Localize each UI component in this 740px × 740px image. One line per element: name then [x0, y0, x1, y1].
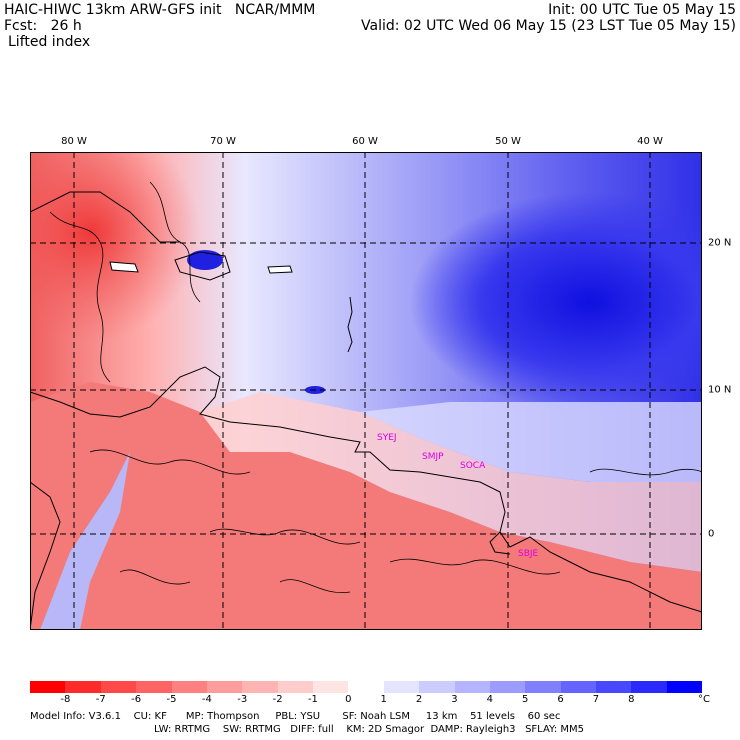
colorbar-swatch — [30, 681, 66, 693]
pacific-stable-strip — [40, 452, 130, 630]
colorbar-tick-label: 3 — [451, 694, 458, 705]
negative-region-south — [30, 382, 702, 630]
colorbar-tick-label: 7 — [592, 694, 600, 705]
forecast-hour: Fcst: 26 h — [4, 18, 82, 34]
map-border — [30, 152, 702, 630]
lon-label-50w: 50 W — [495, 136, 521, 147]
positive-core — [410, 192, 702, 412]
colorbar-swatch — [596, 681, 632, 693]
colorbar-tick-label: -6 — [131, 694, 142, 705]
colorbar-swatch — [666, 681, 703, 693]
colorbar-tick-label: -7 — [95, 694, 106, 705]
init-time: Init: 00 UTC Tue 05 May 15 — [548, 2, 736, 18]
colorbar-tick-label: -4 — [201, 694, 212, 705]
lon-label-80w: 80 W — [61, 136, 87, 147]
model-title: HAIC-HIWC 13km ARW-GFS init NCAR/MMM — [4, 2, 316, 18]
colorbar-tick-label: 6 — [557, 694, 564, 705]
colorbar-swatch — [277, 681, 313, 693]
coastlines — [30, 191, 702, 630]
colorbar-tick-label: -1 — [307, 694, 318, 705]
colorbar-swatch — [136, 681, 172, 693]
colorbar-swatch — [242, 681, 278, 693]
model-info-line1: Model Info: V3.6.1 CU: KF MP: Thompson P… — [30, 711, 561, 722]
colorbar-swatch — [560, 681, 596, 693]
station-label-syej: SYEJ — [377, 433, 397, 443]
weak-positive-band — [360, 402, 702, 482]
colorbar-tick-label: -2 — [272, 694, 283, 705]
lifted-index-contours — [49, 181, 702, 594]
colorbar-tick-label: 1 — [380, 694, 387, 705]
lon-label-60w: 60 W — [352, 136, 378, 147]
colorbar-swatch — [525, 681, 561, 693]
station-label-soca: SOCA — [460, 461, 486, 471]
station-label-smjp: SMJP — [422, 452, 444, 462]
colorbar-swatch — [348, 681, 384, 693]
colorbar-tick-label: 8 — [628, 694, 635, 705]
lat-label-10n: 10 N — [708, 384, 732, 396]
colorbar-swatch — [419, 681, 455, 693]
transition-band — [200, 392, 702, 572]
station-label-sbje: SBJE — [518, 549, 539, 559]
colorbar-unit: °C — [698, 694, 710, 705]
colorbar-swatch — [383, 681, 420, 693]
lifted-index-map: SYEJ SMJP SOCA SBJE — [30, 152, 702, 630]
colorbar-swatch — [206, 681, 243, 693]
colorbar-swatch — [631, 681, 667, 693]
colorbar-tick-label: 2 — [415, 694, 423, 705]
colorbar-swatch — [100, 681, 137, 693]
field-name: Lifted index — [8, 34, 91, 50]
colorbar-tick-label: 4 — [486, 694, 493, 705]
colorbar-tick-label: 0 — [345, 694, 352, 705]
colorbar-swatch — [489, 681, 526, 693]
negative-core-nw — [30, 152, 200, 342]
lon-label-40w: 40 W — [637, 136, 663, 147]
colorbar-swatch — [313, 681, 349, 693]
lat-label-equator: 0 — [708, 528, 715, 540]
lat-lon-grid — [30, 152, 702, 630]
colorbar-swatch — [171, 681, 207, 693]
colorbar-tick-label: -8 — [60, 694, 71, 705]
lat-label-20n: 20 N — [708, 237, 732, 249]
colorbar-swatch — [454, 681, 490, 693]
color-scale-bar — [30, 681, 703, 693]
valid-time: Valid: 02 UTC Wed 06 May 15 (23 LST Tue … — [361, 18, 736, 34]
lon-label-70w: 70 W — [210, 136, 236, 147]
colorbar-swatch — [65, 681, 101, 693]
colorbar-tick-label: 5 — [521, 694, 529, 705]
colorbar-tick-label: -3 — [237, 694, 248, 705]
hispaniola-core — [187, 250, 223, 270]
model-info-line2: LW: RRTMG SW: RRTMG DIFF: full KM: 2D Sm… — [154, 724, 584, 735]
colorbar-tick-label: -5 — [166, 694, 177, 705]
